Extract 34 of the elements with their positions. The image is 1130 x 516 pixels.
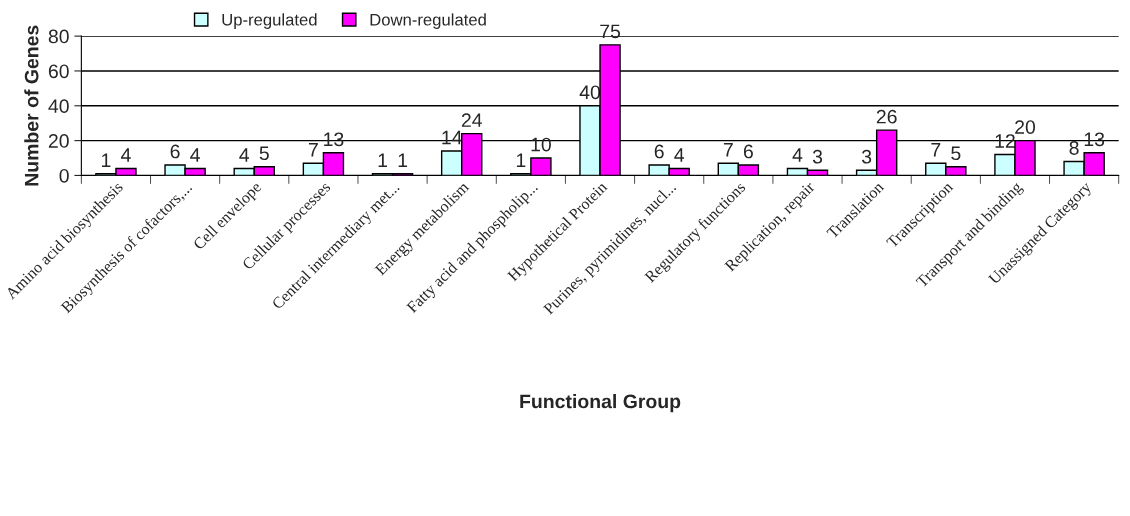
data-label: 4 — [792, 148, 803, 162]
data-label: 8 — [1069, 141, 1079, 155]
x-axis-title: Functional Group — [520, 394, 681, 413]
data-label: 75 — [600, 24, 621, 39]
data-label: 7 — [308, 143, 318, 157]
data-label: 5 — [951, 146, 961, 161]
data-label: 1 — [398, 153, 408, 167]
data-label: 6 — [654, 144, 664, 159]
data-label: 4 — [190, 148, 200, 162]
data-label: 1 — [516, 153, 526, 167]
y-tick-label: 0 — [59, 168, 69, 183]
legend-label: Up-regulated — [222, 13, 317, 29]
data-label: 6 — [170, 144, 180, 159]
legend-label: Down-regulated — [370, 13, 486, 29]
data-label: 20 — [1015, 120, 1036, 134]
data-label: 7 — [931, 143, 941, 157]
data-label: 26 — [876, 109, 897, 124]
y-tick-label: 20 — [48, 134, 69, 148]
y-axis-title: Number of Genes — [24, 25, 39, 186]
data-label: 4 — [674, 148, 685, 162]
data-label: 1 — [378, 153, 387, 167]
data-label: 3 — [812, 149, 823, 164]
y-tick-label: 40 — [48, 99, 69, 114]
y-tick-label: 80 — [48, 29, 69, 44]
data-label: 4 — [121, 148, 131, 162]
data-label: 10 — [531, 137, 551, 152]
data-label: 7 — [723, 143, 733, 157]
data-label: 4 — [239, 148, 250, 162]
y-tick-label: 60 — [48, 64, 69, 79]
data-label: 3 — [861, 149, 872, 164]
data-label: 6 — [743, 144, 753, 159]
data-label: 1 — [101, 153, 111, 167]
data-label: 5 — [259, 146, 269, 161]
data-label: 24 — [461, 113, 482, 127]
